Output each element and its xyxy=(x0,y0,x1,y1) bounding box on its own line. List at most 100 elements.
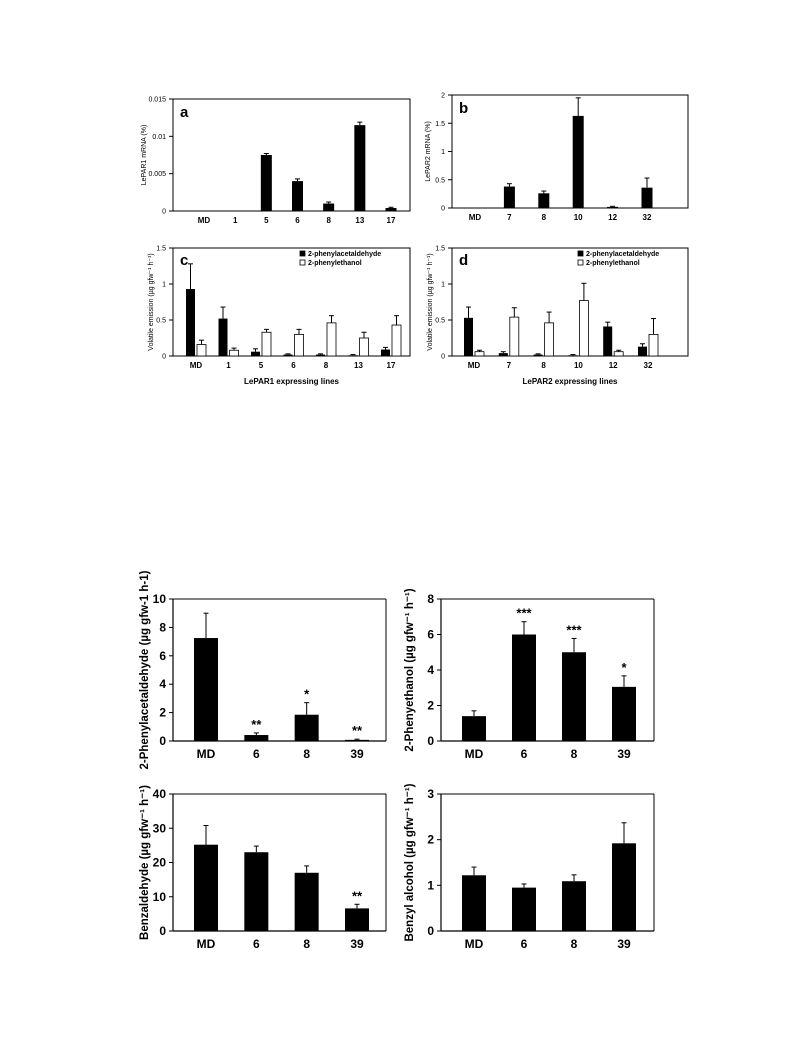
y-axis-label: 2-Phenylacetaldehyde (µg gfw-1 h-1) xyxy=(139,570,151,769)
legend-swatch xyxy=(299,250,306,257)
bar xyxy=(464,317,473,356)
significance-label: * xyxy=(621,660,627,675)
x-tick-label: 17 xyxy=(387,361,396,370)
x-tick-label: 8 xyxy=(303,747,310,761)
x-tick-label: 5 xyxy=(264,216,269,225)
y-tick-label: 0 xyxy=(427,734,434,748)
x-tick-label: 32 xyxy=(644,361,653,370)
y-tick-label: 0.005 xyxy=(148,171,166,178)
x-tick-label: 17 xyxy=(387,216,396,225)
bar xyxy=(354,125,366,211)
y-tick-label: 0 xyxy=(159,924,166,938)
x-tick-label: 7 xyxy=(507,361,512,370)
bar xyxy=(509,316,520,357)
bar xyxy=(345,908,369,931)
bar xyxy=(345,739,369,741)
x-tick-label: 10 xyxy=(574,213,583,222)
x-tick-label: 12 xyxy=(609,361,618,370)
bar xyxy=(572,115,584,208)
legend-label: 2-phenylacetaldehyde xyxy=(308,251,381,258)
legend-swatch xyxy=(577,259,584,266)
y-tick-label: 2 xyxy=(427,833,434,847)
x-tick-label: 1 xyxy=(233,216,238,225)
y-tick-label: 3 xyxy=(427,787,434,801)
y-axis-label: 2-Phenyethanol (µg gfw⁻¹ h⁻¹) xyxy=(404,588,416,751)
bar xyxy=(568,355,578,356)
bar xyxy=(294,872,319,931)
bar xyxy=(294,333,304,357)
bar xyxy=(562,881,586,931)
bar xyxy=(186,289,195,356)
x-tick-label: 8 xyxy=(542,213,547,222)
y-tick-label: 1 xyxy=(427,878,434,892)
bar xyxy=(385,208,397,211)
bar xyxy=(641,187,653,208)
x-tick-label: 8 xyxy=(571,747,578,761)
y-tick-label: 0 xyxy=(441,206,445,213)
x-tick-label: 8 xyxy=(324,361,329,370)
y-tick-label: 6 xyxy=(159,649,166,663)
significance-label: *** xyxy=(566,622,582,637)
bar xyxy=(503,186,515,208)
y-tick-label: 0.5 xyxy=(156,318,166,325)
bar xyxy=(562,652,586,741)
bar xyxy=(283,354,293,356)
x-tick-label: 6 xyxy=(521,937,528,951)
x-tick-label: 1 xyxy=(226,361,231,370)
x-tick-label: 13 xyxy=(354,361,363,370)
y-tick-label: 10 xyxy=(153,890,167,904)
bar xyxy=(512,634,536,741)
bar xyxy=(316,354,325,356)
bar xyxy=(218,318,228,356)
y-tick-label: 0.5 xyxy=(435,177,445,184)
x-tick-label: 5 xyxy=(259,361,264,370)
y-tick-label: 0 xyxy=(162,354,166,361)
bar xyxy=(260,155,272,211)
bar xyxy=(533,354,543,356)
bar xyxy=(607,206,619,208)
x-tick-label: 7 xyxy=(507,213,512,222)
y-tick-label: 0 xyxy=(162,209,166,216)
legend-label: 2-phenylethanol xyxy=(586,260,640,267)
x-tick-label: MD xyxy=(190,361,203,370)
y-axis-label: Volatile emission (µg gfw⁻¹ h⁻¹) xyxy=(148,253,155,350)
y-tick-label: 1.5 xyxy=(435,246,445,253)
x-axis-label: LePAR2 expressing lines xyxy=(523,377,619,386)
y-tick-label: 8 xyxy=(427,592,434,606)
y-tick-label: 8 xyxy=(159,620,166,634)
bar xyxy=(381,349,390,356)
chart-panel-1: 0 0.005 0.01 0.015 LePAR1 mRNA (%) a MD 1 5 6 8 13 1… xyxy=(141,97,411,225)
y-tick-label: 2 xyxy=(427,699,434,713)
significance-label: ** xyxy=(352,723,363,738)
y-tick-label: 6 xyxy=(427,628,434,642)
y-tick-label: 1.5 xyxy=(156,246,166,253)
bar xyxy=(638,346,647,356)
y-axis-label: Benzaldehyde (µg gfw⁻¹ h⁻¹) xyxy=(139,785,151,940)
bar xyxy=(391,324,402,357)
plot-frame xyxy=(172,247,411,357)
bar xyxy=(544,322,554,357)
y-tick-label: 30 xyxy=(153,821,167,835)
bar xyxy=(294,714,319,741)
bar xyxy=(194,638,218,741)
significance-label: * xyxy=(304,687,310,702)
bar xyxy=(348,355,358,356)
bar xyxy=(244,735,269,741)
y-tick-label: 20 xyxy=(153,856,167,870)
legend-label: 2-phenylacetaldehyde xyxy=(586,251,659,258)
x-tick-label: 8 xyxy=(571,937,578,951)
x-tick-label: MD xyxy=(465,747,484,761)
x-tick-label: 6 xyxy=(295,216,300,225)
significance-label: ** xyxy=(352,888,363,903)
bar xyxy=(196,344,207,357)
x-tick-label: 6 xyxy=(521,747,528,761)
plot-frame xyxy=(172,98,411,212)
y-axis-label: LePAR1 mRNA (%) xyxy=(141,125,148,186)
x-tick-label: 12 xyxy=(608,213,617,222)
x-tick-label: MD xyxy=(468,361,481,370)
bar xyxy=(498,353,508,356)
